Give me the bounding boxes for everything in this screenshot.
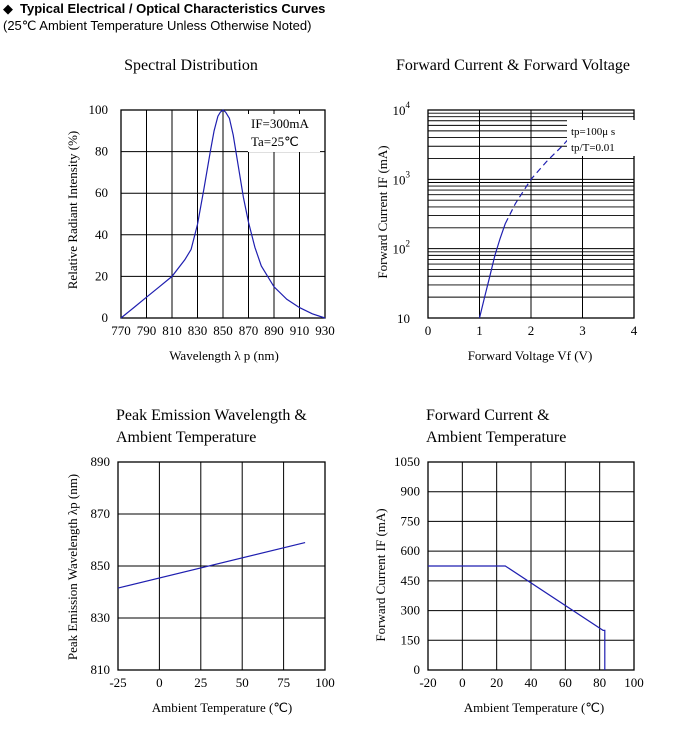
spectral-x-tick-label: 830 (188, 323, 208, 338)
spectral-x-tick-label: 770 (111, 323, 131, 338)
spectral-y-tick-label: 0 (102, 310, 109, 325)
iv-y-tick-label: 104 (393, 100, 411, 118)
derating-x-tick-label: 0 (459, 675, 466, 690)
peak-wavelength-temperature-chart: Peak Emission Wavelength & Ambient Tempe… (65, 407, 335, 715)
iv-x-tick-label: 4 (631, 323, 638, 338)
iv-x-tick-label: 0 (425, 323, 432, 338)
spectral-y-tick-label: 20 (95, 268, 108, 283)
spectral-y-tick-label: 100 (89, 102, 109, 117)
spectral-x-tick-label: 890 (264, 323, 284, 338)
peak-x-tick-label: 50 (236, 675, 249, 690)
iv-y-tick-label: 10 (397, 311, 410, 326)
iv-curve-dashed (504, 131, 576, 224)
spectral-x-tick-label: 810 (162, 323, 182, 338)
forward-current-temperature-chart: Forward Current & Ambient Temperature Am… (373, 407, 644, 715)
spectral-annotation-temp: Ta=25℃ (251, 134, 299, 149)
peak-x-tick-label: 75 (277, 675, 290, 690)
derating-y-tick-label: 450 (401, 573, 421, 588)
peak-y-tick-label: 810 (91, 662, 111, 677)
iv-curve-solid (478, 223, 506, 319)
spectral-y-tick-label: 40 (95, 227, 108, 242)
peak-curve (117, 542, 306, 589)
peak-y-tick-label: 870 (91, 506, 111, 521)
derating-x-tick-label: 60 (559, 675, 572, 690)
spectral-curve (120, 109, 326, 319)
section-title: ◆ Typical Electrical / Optical Characteri… (3, 0, 325, 17)
peak-y-tick-label: 850 (91, 558, 111, 573)
derating-chart-title-line-1: Forward Current & (426, 407, 550, 424)
spectral-x-tick-label: 790 (137, 323, 157, 338)
spectral-y-axis-label: Relative Radiant Intensity (%) (65, 131, 80, 289)
derating-y-axis-label: Forward Current IF (mA) (373, 508, 388, 641)
peak-chart-title-line-2: Ambient Temperature (116, 429, 256, 446)
iv-y-tick-label: 103 (393, 169, 411, 187)
spectral-chart-title: Spectral Distribution (124, 57, 258, 74)
iv-x-tick-label: 3 (579, 323, 586, 338)
peak-y-axis-label: Peak Emission Wavelength λp (nm) (65, 474, 80, 660)
derating-y-tick-label: 750 (401, 513, 421, 528)
iv-x-tick-label: 2 (528, 323, 535, 338)
spectral-annotation-box: IF=300mA Ta=25℃ (248, 114, 320, 152)
peak-x-tick-label: 100 (315, 675, 335, 690)
iv-chart-title: Forward Current & Forward Voltage (396, 57, 630, 74)
forward-current-voltage-chart: Forward Current & Forward Voltage Forwar… (375, 57, 638, 363)
diamond-bullet-icon: ◆ (3, 1, 13, 16)
page-header: ◆ Typical Electrical / Optical Characteri… (3, 0, 325, 34)
section-subtitle: (25℃ Ambient Temperature Unless Otherwis… (3, 18, 312, 33)
derating-y-tick-label: 600 (401, 543, 421, 558)
spectral-x-tick-label: 930 (315, 323, 335, 338)
derating-x-tick-label: 100 (624, 675, 644, 690)
derating-x-tick-label: 40 (525, 675, 538, 690)
spectral-x-tick-label: 850 (213, 323, 233, 338)
peak-y-tick-label: 890 (91, 454, 111, 469)
spectral-y-tick-label: 60 (95, 185, 108, 200)
peak-plot-frame (117, 461, 326, 671)
spectral-x-axis-label: Wavelength λ p (nm) (169, 348, 279, 363)
iv-annotation-box: tp=100μ s tp/T=0.01 (567, 120, 635, 156)
derating-x-tick-label: -20 (419, 675, 436, 690)
spectral-x-tick-label: 910 (290, 323, 310, 338)
spectral-y-tick-label: 80 (95, 144, 108, 159)
derating-y-tick-label: 300 (401, 603, 421, 618)
iv-x-axis-label: Forward Voltage Vf (V) (468, 348, 593, 363)
spectral-annotation-current: IF=300mA (251, 116, 310, 131)
iv-annotation-duty: tp/T=0.01 (571, 142, 615, 154)
derating-y-tick-label: 1050 (394, 454, 420, 469)
peak-x-tick-label: 25 (194, 675, 207, 690)
iv-x-tick-label: 1 (476, 323, 483, 338)
spectral-distribution-chart: Spectral Distribution Wavelength λ p (nm… (65, 57, 335, 363)
iv-y-tick-label: 102 (393, 239, 411, 257)
derating-y-tick-label: 900 (401, 484, 421, 499)
peak-x-tick-label: 0 (156, 675, 163, 690)
spectral-x-tick-label: 870 (239, 323, 259, 338)
peak-x-tick-label: -25 (109, 675, 126, 690)
iv-plot-frame (427, 109, 635, 319)
derating-chart-title-line-2: Ambient Temperature (426, 429, 566, 446)
peak-y-tick-label: 830 (91, 610, 111, 625)
derating-y-tick-label: 150 (401, 632, 421, 647)
derating-curve (428, 565, 606, 670)
section-title-text: Typical Electrical / Optical Characteris… (20, 1, 326, 16)
derating-x-tick-label: 80 (593, 675, 606, 690)
peak-x-axis-label: Ambient Temperature (℃) (152, 700, 293, 715)
derating-y-tick-label: 0 (414, 662, 421, 677)
iv-annotation-pulse: tp=100μ s (571, 126, 615, 138)
peak-chart-title-line-1: Peak Emission Wavelength & (116, 407, 307, 424)
iv-y-axis-label: Forward Current IF (mA) (375, 145, 390, 278)
derating-x-tick-label: 20 (490, 675, 503, 690)
derating-x-axis-label: Ambient Temperature (℃) (464, 700, 605, 715)
